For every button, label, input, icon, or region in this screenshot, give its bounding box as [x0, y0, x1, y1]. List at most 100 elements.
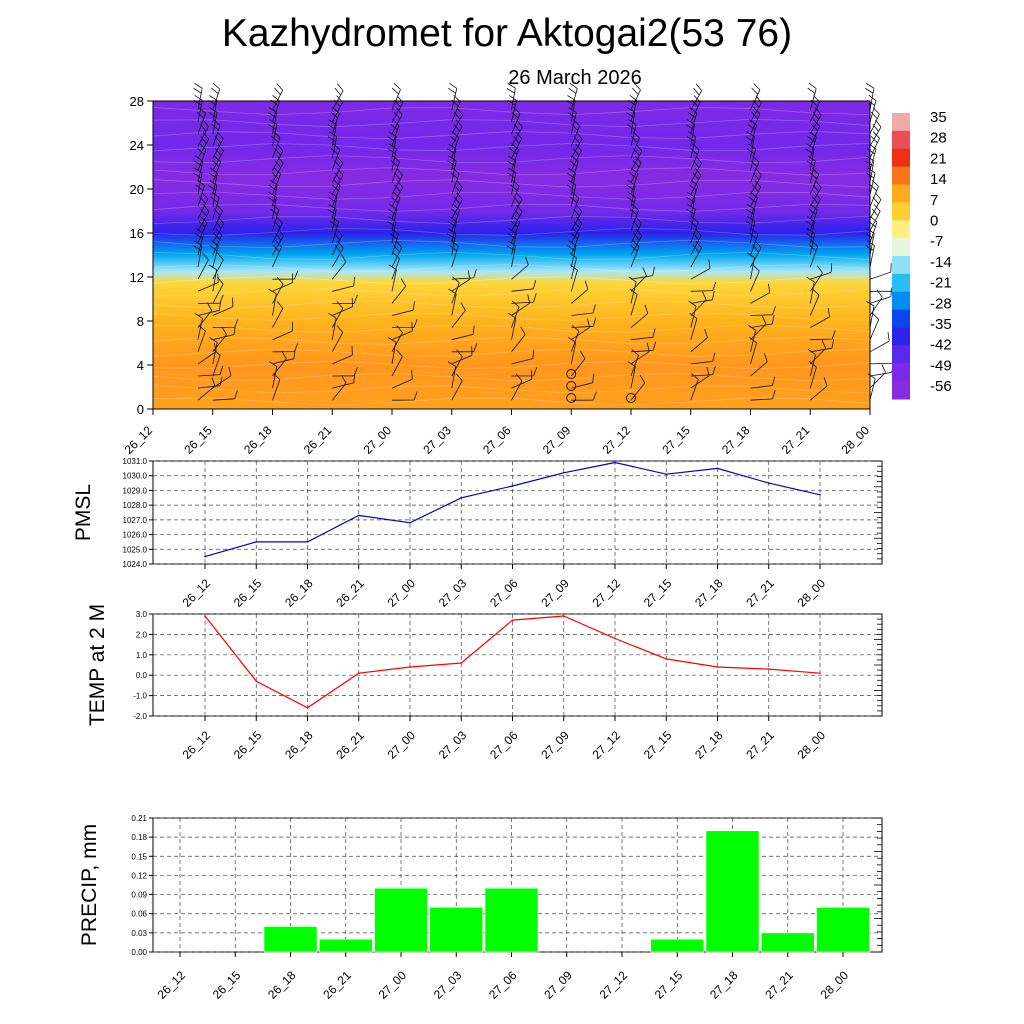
wind-barb — [212, 155, 222, 183]
wind-barb — [750, 353, 768, 377]
wind-barb — [688, 300, 697, 328]
wind-barb — [627, 119, 637, 147]
wind-barb — [630, 328, 656, 341]
wind-barb — [689, 215, 699, 244]
wind-barb — [690, 259, 711, 280]
wind-barb — [331, 83, 344, 110]
temp-panel: -2.0 -1.0 0.0 1.0 2.0 3.0 26_12 26_15 26_18 26_21… — [86, 604, 883, 762]
wind-barb — [566, 179, 577, 207]
calm-wind-marker — [566, 393, 577, 403]
wind-barb — [212, 276, 224, 304]
wind-barb — [748, 324, 757, 352]
precip-panel: 0.00 0.03 0.06 0.09 0.12 0.15 0.18 0.21 26_12 26_… — [78, 814, 883, 1002]
colorbar-label: -56 — [930, 378, 952, 395]
wind-barb — [808, 240, 819, 268]
wind-barb — [271, 167, 281, 195]
y-tick-label: 0.09 — [131, 891, 147, 900]
x-tick-label: 27_06 — [487, 728, 521, 762]
y-axis-title: PRECIP, mm — [78, 824, 101, 946]
data-point — [204, 615, 206, 617]
data-point — [511, 485, 514, 487]
wind-barb — [388, 264, 397, 292]
wind-barb — [746, 216, 756, 243]
wind-barb — [197, 252, 209, 280]
x-tick-label: 27_18 — [707, 968, 741, 1002]
colorbar-segment — [892, 256, 910, 275]
wind-barb — [197, 294, 224, 304]
x-tick-label: 27_18 — [719, 423, 753, 457]
wind-barb — [197, 143, 207, 171]
wind-barb — [690, 167, 702, 195]
x-tick-label: 26_18 — [241, 423, 275, 457]
colorbar-segment — [892, 130, 910, 150]
data-point — [614, 461, 616, 464]
wind-barb — [511, 370, 533, 389]
x-tick-label: 27_09 — [538, 576, 572, 610]
wind-barb — [387, 216, 397, 243]
x-tick-label: 26_12 — [180, 576, 214, 610]
y-tick-label: 1024.0 — [123, 560, 148, 569]
wind-barb — [746, 143, 756, 171]
wind-barb — [690, 365, 716, 377]
x-tick-label: 27_21 — [743, 728, 777, 762]
y-tick-label: 3.0 — [136, 610, 148, 619]
y-tick-label: 1030.0 — [123, 472, 148, 481]
wind-barb — [332, 297, 353, 316]
x-tick-label: 27_12 — [590, 576, 624, 610]
x-tick-label: 27_00 — [361, 423, 395, 457]
wind-barb — [807, 349, 816, 377]
x-tick-label: 27_09 — [538, 728, 572, 762]
contour-line — [152, 167, 871, 176]
colorbar-segment — [892, 220, 910, 239]
wind-barb — [568, 82, 578, 110]
wind-barb — [511, 204, 523, 231]
wind-barb — [571, 280, 589, 304]
wind-barb — [391, 301, 415, 316]
colorbar: 35 28 21 14 7 0 -7 -14 -21 -28 -35 -42 -49 -56 — [892, 109, 952, 400]
y-tick-label: 0.03 — [131, 929, 147, 938]
data-point — [357, 672, 360, 674]
y-tick-label: 0.15 — [131, 852, 147, 861]
wind-barb — [331, 254, 347, 280]
wind-barb — [630, 304, 649, 328]
data-point — [767, 668, 770, 670]
x-tick-label: 27_15 — [659, 423, 693, 457]
colorbar-segment — [892, 381, 910, 400]
wind-barb — [630, 267, 647, 292]
plot-frame — [152, 613, 883, 717]
wind-barb — [391, 107, 403, 135]
wind-barb — [212, 252, 224, 280]
wind-barb — [506, 83, 516, 110]
x-tick-label: 27_12 — [597, 968, 631, 1002]
wind-barb — [212, 143, 224, 171]
wind-barb — [869, 354, 896, 365]
wind-barb — [331, 179, 341, 207]
wind-barb — [451, 343, 478, 353]
wind-barb — [332, 346, 353, 365]
wind-barb — [391, 83, 401, 110]
bar — [374, 887, 428, 953]
colorbar-label: 7 — [930, 192, 938, 209]
contour-line — [152, 385, 871, 394]
bar — [263, 926, 318, 953]
contour-line — [152, 239, 871, 249]
data-point — [460, 496, 463, 499]
data-point — [562, 471, 565, 474]
y-tick-label: 0.18 — [131, 833, 147, 842]
wind-barb — [869, 107, 880, 135]
x-tick-label: 27_03 — [436, 728, 470, 762]
x-tick-label: 26_21 — [301, 423, 335, 457]
colorbar-label: -35 — [930, 316, 952, 333]
wind-barb — [630, 342, 650, 365]
wind-barb — [869, 119, 882, 147]
bar — [650, 938, 705, 953]
wind-barb — [571, 318, 590, 341]
wind-barb — [630, 375, 646, 401]
wind-barb — [391, 191, 401, 219]
x-tick-label: 27_18 — [692, 728, 726, 762]
colorbar-label: 35 — [930, 109, 947, 126]
x-tick-label: 26_12 — [155, 968, 189, 1002]
wind-barb — [810, 330, 836, 341]
wind-barb — [570, 228, 580, 256]
